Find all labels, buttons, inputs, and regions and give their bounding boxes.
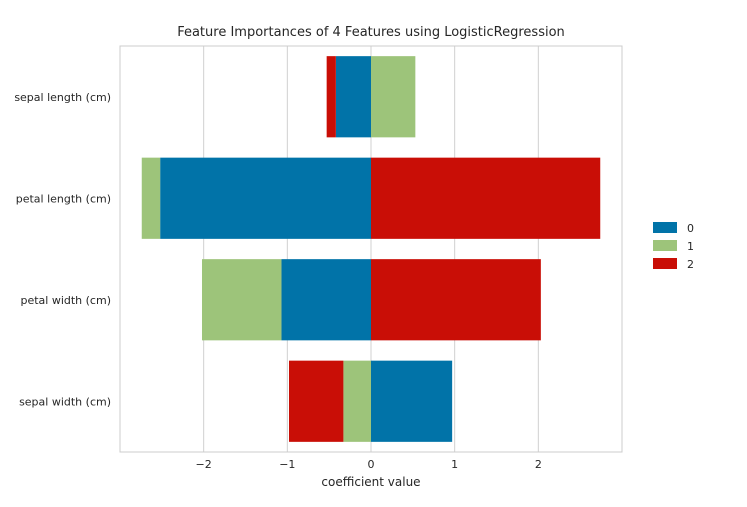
bar-series-2-petal-length-cm bbox=[371, 157, 601, 239]
bar-series-0-petal-length-cm bbox=[160, 157, 371, 239]
y-tick-label: petal width (cm) bbox=[20, 294, 111, 307]
bar-series-1-sepal-width-cm bbox=[343, 360, 371, 442]
bar-series-1-petal-width-cm bbox=[201, 259, 282, 341]
bar-series-0-sepal-length-cm bbox=[335, 56, 371, 138]
x-axis-label: coefficient value bbox=[321, 475, 420, 489]
x-tick-labels: −2 −1 0 1 2 bbox=[196, 458, 542, 471]
y-tick-label: sepal width (cm) bbox=[19, 395, 111, 408]
legend-label: 2 bbox=[687, 258, 694, 271]
legend-label: 1 bbox=[687, 240, 694, 253]
chart-title: Feature Importances of 4 Features using … bbox=[177, 25, 565, 40]
x-tick-label: −2 bbox=[196, 458, 212, 471]
bar-series-0-sepal-width-cm bbox=[371, 360, 453, 442]
legend: 0 1 2 bbox=[653, 222, 694, 271]
x-tick-label: 1 bbox=[451, 458, 458, 471]
legend-swatch bbox=[653, 240, 677, 251]
legend-label: 0 bbox=[687, 222, 694, 235]
legend-swatch bbox=[653, 222, 677, 233]
x-tick-label: 0 bbox=[368, 458, 375, 471]
bars-group bbox=[141, 56, 601, 442]
bar-series-0-petal-width-cm bbox=[281, 259, 371, 341]
y-tick-label: sepal length (cm) bbox=[14, 91, 111, 104]
y-tick-label: petal length (cm) bbox=[16, 192, 111, 205]
bar-series-2-sepal-width-cm bbox=[289, 360, 344, 442]
bar-series-2-sepal-length-cm bbox=[326, 56, 336, 138]
bar-series-2-petal-width-cm bbox=[371, 259, 541, 341]
legend-swatch bbox=[653, 258, 677, 269]
plot-frame bbox=[119, 45, 623, 453]
x-tick-label: 2 bbox=[535, 458, 542, 471]
x-tick-label: −1 bbox=[279, 458, 295, 471]
bar-series-1-petal-length-cm bbox=[141, 157, 161, 239]
bar-series-1-sepal-length-cm bbox=[371, 56, 416, 138]
y-tick-labels: sepal length (cm) petal length (cm) petal … bbox=[14, 91, 111, 409]
